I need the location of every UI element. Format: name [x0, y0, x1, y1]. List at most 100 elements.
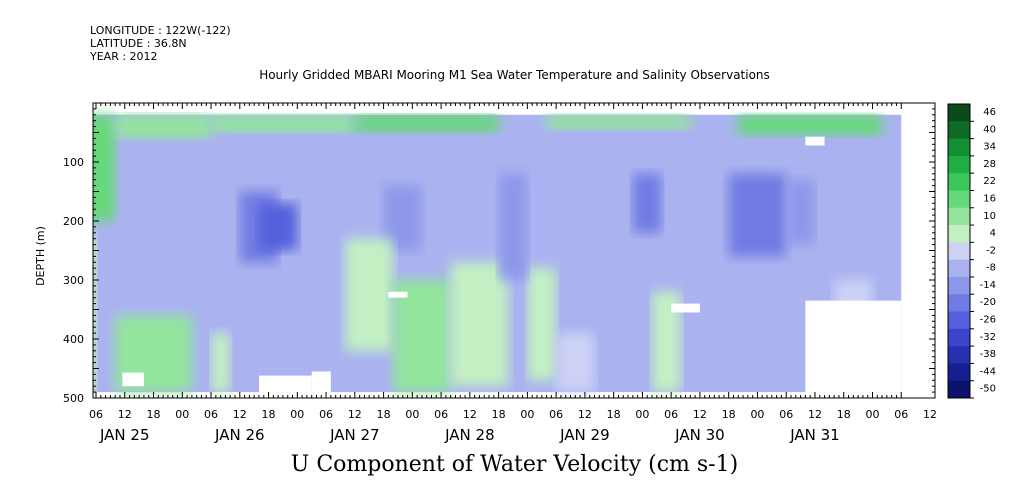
colorbar-swatch [948, 294, 970, 313]
x-tick-label: 18 [262, 408, 276, 421]
colorbar-label: 34 [983, 142, 996, 153]
heat-region [728, 173, 787, 257]
colorbar-swatch [948, 311, 970, 330]
colorbar-swatch [948, 259, 970, 278]
colorbar-label: -20 [980, 297, 996, 308]
x-day-label: JAN 26 [214, 426, 265, 444]
heat-region [93, 232, 96, 393]
heat-region [450, 262, 509, 387]
x-tick-label: 18 [147, 408, 161, 421]
heat-region [211, 333, 231, 393]
missing-data-patch [258, 375, 312, 393]
missing-data-patch [311, 371, 331, 393]
colorbar-swatch [948, 207, 970, 226]
x-tick-label: 12 [463, 408, 477, 421]
heat-region [632, 173, 662, 233]
colorbar-label: -32 [980, 332, 996, 343]
x-tick-label: 00 [290, 408, 304, 421]
colorbar-label: -2 [986, 245, 996, 256]
colorbar-swatch [948, 242, 970, 261]
x-day-label: JAN 30 [674, 426, 725, 444]
x-tick-label: 06 [434, 408, 448, 421]
missing-data-patch [388, 291, 408, 298]
colorbar-label: 22 [983, 176, 996, 187]
colorbar-label: -26 [980, 315, 996, 326]
y-tick-label: 400 [63, 333, 84, 346]
latitude-label: LATITUDE : 36.8N [90, 37, 187, 50]
y-tick-label: 200 [63, 215, 84, 228]
colorbar-swatch [948, 276, 970, 295]
missing-data-patch [122, 372, 144, 387]
heat-region [546, 114, 691, 130]
heat-region [345, 238, 394, 351]
missing-data-patch [805, 136, 825, 146]
x-tick-label: 18 [492, 408, 506, 421]
y-tick-label: 100 [63, 156, 84, 169]
x-tick-label: 06 [549, 408, 563, 421]
heat-region [498, 173, 528, 280]
colorbar-label: -38 [980, 349, 996, 360]
colorbar-label: -8 [986, 263, 996, 274]
colorbar: 46 40 34 28 22 16 10 4 -2 -8 -14 -20 -26 -32 -38 -44 -50 [947, 103, 996, 399]
x-tick-label: 06 [664, 408, 678, 421]
colorbar-label: 4 [990, 228, 996, 239]
x-day-label: JAN 29 [559, 426, 610, 444]
x-axis-title: U Component of Water Velocity (cm s-1) [290, 452, 739, 477]
x-day-label: JAN 25 [99, 426, 150, 444]
heat-region [527, 268, 557, 381]
x-tick-label: 06 [319, 408, 333, 421]
x-tick-label: 00 [865, 408, 879, 421]
x-tick-label: 18 [377, 408, 391, 421]
x-tick-label: 18 [837, 408, 851, 421]
x-day-label: JAN 31 [789, 426, 840, 444]
colorbar-label: 40 [983, 124, 996, 135]
heat-region [354, 114, 499, 133]
colorbar-label: -44 [980, 366, 996, 377]
x-tick-label: 06 [89, 408, 103, 421]
colorbar-label: 10 [983, 211, 996, 222]
heat-region [115, 114, 212, 139]
heatmap-field [93, 114, 902, 393]
y-axis-label: DEPTH (m) [34, 226, 47, 286]
heat-region [93, 114, 116, 221]
x-tick-label: 12 [808, 408, 822, 421]
colorbar-swatch [948, 380, 970, 399]
y-axis: 100 200 300 400 500 [63, 108, 935, 405]
x-axis: 06 12 18 00 06 12 18 00 06 12 18 00 06 12 18 00 06 12 18 00… [89, 103, 937, 444]
longitude-label: LONGITUDE : 122W(-122) [90, 24, 231, 37]
colorbar-label: 46 [983, 107, 996, 118]
x-tick-label: 12 [233, 408, 247, 421]
colorbar-swatch [948, 104, 970, 122]
heat-region [211, 114, 355, 133]
colorbar-swatch [948, 225, 970, 243]
chart-title: Hourly Gridded MBARI Mooring M1 Sea Wate… [259, 68, 770, 82]
x-tick-label: 06 [204, 408, 218, 421]
colorbar-label: -14 [980, 280, 996, 291]
x-tick-label: 12 [578, 408, 592, 421]
y-tick-label: 300 [63, 274, 84, 287]
year-label: YEAR : 2012 [90, 50, 158, 63]
x-tick-label: 12 [923, 408, 937, 421]
missing-data-patch [671, 303, 700, 313]
heat-region [786, 179, 815, 245]
colorbar-swatch [948, 190, 970, 209]
x-tick-label: 00 [405, 408, 419, 421]
heat-region [556, 333, 595, 393]
colorbar-swatch [948, 155, 970, 174]
x-tick-label: 00 [175, 408, 189, 421]
missing-data [122, 136, 902, 393]
missing-data-patch [805, 300, 902, 393]
colorbar-label: 16 [983, 193, 996, 204]
colorbar-swatch [948, 138, 970, 157]
x-tick-label: 12 [118, 408, 132, 421]
colorbar-swatch [948, 121, 970, 140]
colorbar-swatch [948, 173, 970, 191]
colorbar-swatch [948, 328, 970, 347]
colorbar-label: 28 [983, 159, 996, 170]
x-tick-label: 06 [894, 408, 908, 421]
colorbar-frame [947, 103, 971, 399]
x-tick-label: 00 [750, 408, 764, 421]
x-tick-label: 18 [607, 408, 621, 421]
heat-region [393, 280, 451, 393]
x-tick-label: 12 [693, 408, 707, 421]
